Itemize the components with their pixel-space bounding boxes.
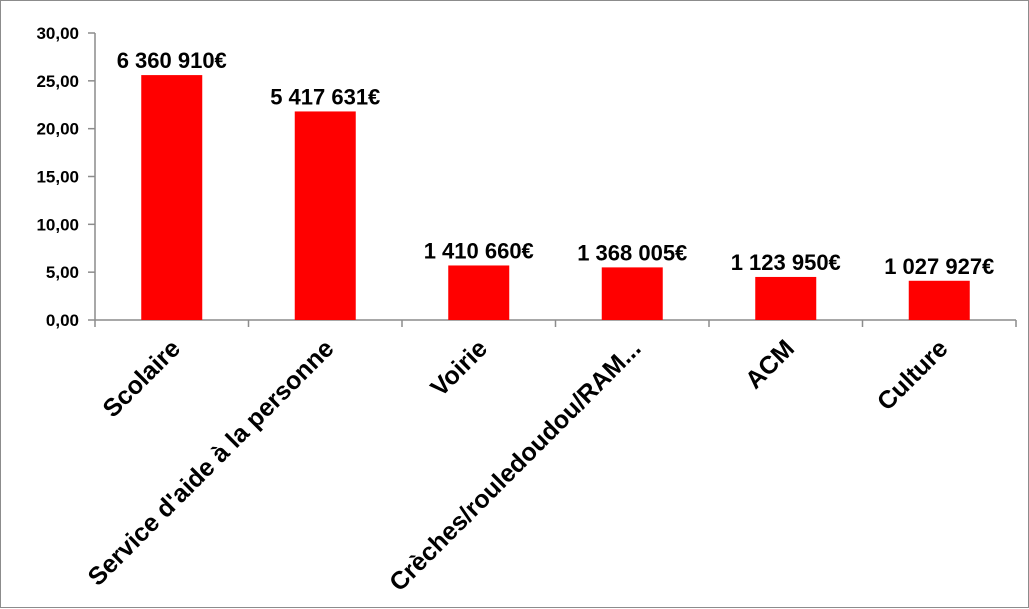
- y-tick-label: 20,00: [36, 120, 79, 139]
- y-tick-label: 10,00: [36, 215, 79, 234]
- data-label: 1 410 660€: [424, 238, 534, 263]
- y-tick-label: 30,00: [36, 24, 79, 43]
- bar: [294, 111, 356, 321]
- data-label: 1 027 927€: [884, 254, 994, 279]
- data-label: 1 368 005€: [577, 240, 687, 265]
- bar: [601, 267, 663, 320]
- bar: [141, 75, 203, 321]
- category-label: Culture: [872, 334, 954, 416]
- data-label: 5 417 631€: [270, 84, 380, 109]
- bar: [755, 276, 817, 320]
- y-tick-label: 5,00: [46, 263, 79, 282]
- bar: [448, 265, 510, 320]
- y-tick-label: 25,00: [36, 72, 79, 91]
- data-label: 1 123 950€: [731, 250, 841, 275]
- category-label: Scolaire: [97, 334, 186, 423]
- category-label: ACM: [740, 334, 800, 394]
- category-label: Voirie: [425, 334, 493, 402]
- bar: [908, 280, 970, 320]
- data-label: 6 360 910€: [117, 48, 227, 73]
- y-tick-label: 0,00: [46, 311, 79, 330]
- category-label: Crèches/rouledoudou/RAM...: [384, 334, 646, 596]
- y-tick-label: 15,00: [36, 168, 79, 187]
- category-label: Service d'aide à la personne: [83, 334, 340, 591]
